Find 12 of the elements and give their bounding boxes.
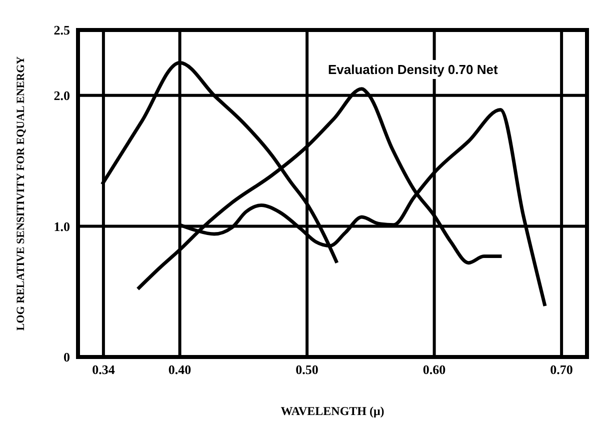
x-tick-label: 0.60 (422, 362, 446, 378)
y-tick-label: 1.0 (54, 218, 70, 234)
x-tick-label: 0.70 (550, 362, 573, 378)
y-tick-label: 2.0 (54, 88, 70, 104)
annotation: Evaluation Density 0.70 Net (322, 60, 504, 79)
x-tick-label: 0.34 (92, 362, 116, 378)
x-tick-label: 0.50 (296, 362, 318, 378)
x-tick-label: 0.40 (168, 362, 192, 378)
x-axis-title: WAVELENGTH (μ) (280, 404, 384, 418)
y-tick-label: 0 (64, 350, 70, 365)
y-tick-label: 2.5 (54, 22, 70, 38)
y-axis-title: LOG RELATIVE SENSITIVITY FOR EQUAL ENERGY (14, 56, 27, 331)
